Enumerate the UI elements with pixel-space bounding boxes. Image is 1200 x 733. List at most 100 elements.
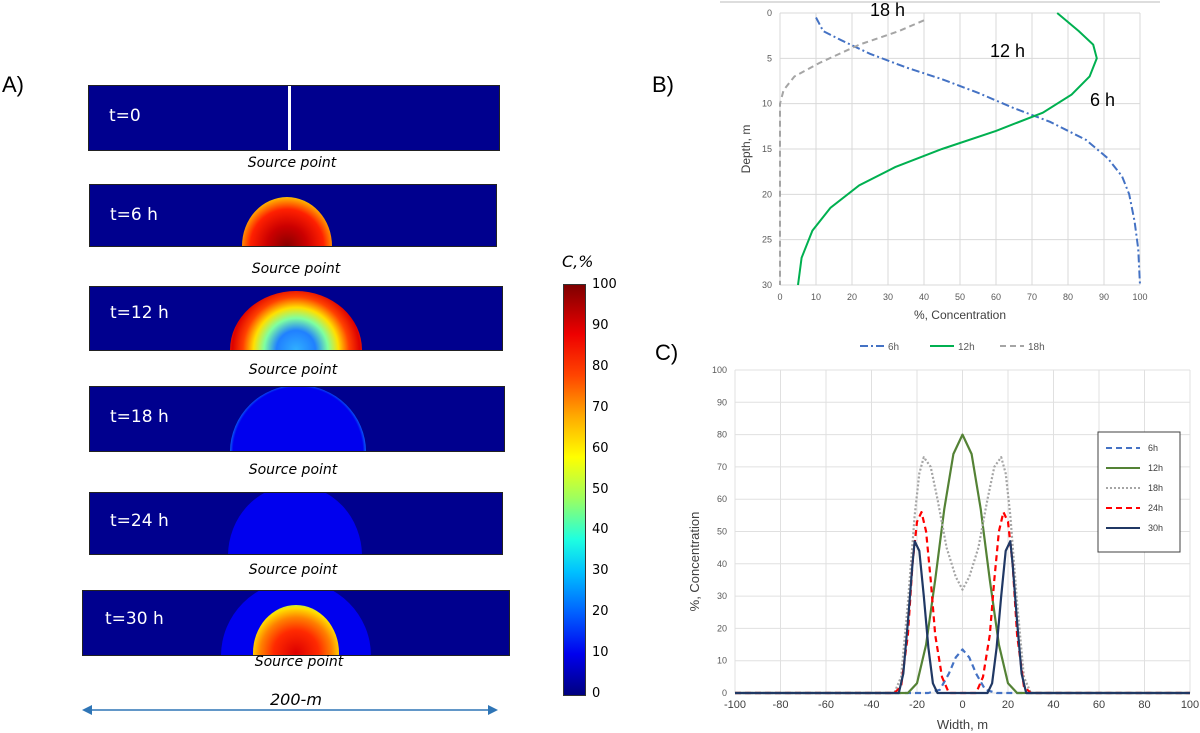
y-axis-title: %, Concentration <box>687 512 702 612</box>
depth-profile-chart: 0 10 20 30 40 50 60 70 80 90 100 0 5 10 15 20 25 30 %, Con… <box>720 0 1160 353</box>
x-tick-label: -20 <box>909 699 925 711</box>
colorbar <box>563 284 586 696</box>
y-tick-label: 30 <box>762 280 772 290</box>
strip-time-label: t=30 h <box>105 609 164 629</box>
curve-annotation: 18 h <box>870 0 905 20</box>
x-tick-label: 20 <box>847 292 857 302</box>
y-tick-label: 10 <box>717 656 727 666</box>
width-scale-label: 200-m <box>270 690 322 709</box>
y-tick-label: 0 <box>767 8 772 18</box>
x-tick-label: 100 <box>1132 292 1147 302</box>
series-line-18h <box>779 19 925 285</box>
x-tick-label: 90 <box>1099 292 1109 302</box>
y-tick-label: 30 <box>717 591 727 601</box>
y-tick-label: 50 <box>717 527 727 537</box>
plume-shape <box>230 387 366 451</box>
concentration-strip-t6: t=6 h <box>89 184 497 247</box>
colorbar-tick-label: 30 <box>592 563 609 579</box>
concentration-strip-t12: t=12 h <box>89 286 503 351</box>
x-tick-label: -40 <box>864 699 880 711</box>
series-line-6h <box>815 17 1141 286</box>
legend-label: 12h <box>1148 463 1163 473</box>
x-tick-label: 20 <box>1002 699 1014 711</box>
y-tick-label: 80 <box>717 430 727 440</box>
x-tick-label: 80 <box>1138 699 1150 711</box>
strip-time-label: t=6 h <box>110 205 158 225</box>
strip-time-label: t=12 h <box>110 303 169 323</box>
panel-c-letter: C) <box>655 340 679 365</box>
panel-a-letter: A) <box>2 72 24 97</box>
strip-time-label: t=18 h <box>110 407 169 427</box>
series-line-12h <box>735 433 1190 695</box>
colorbar-tick-label: 0 <box>592 686 601 701</box>
x-tick-label: 70 <box>1027 292 1037 302</box>
legend-label: 6h <box>888 342 899 353</box>
y-tick-label: 40 <box>717 559 727 569</box>
legend-label: 18h <box>1148 483 1163 493</box>
curve-annotation: 12 h <box>990 41 1025 61</box>
colorbar-tick-label: 60 <box>592 440 609 456</box>
strip-time-label: t=24 h <box>110 511 169 531</box>
x-tick-label: 30 <box>883 292 893 302</box>
source-point-label: Source point <box>247 155 337 171</box>
y-tick-label: 0 <box>722 688 727 698</box>
curve-annotation: 6 h <box>1090 90 1115 110</box>
x-tick-label: 0 <box>959 699 965 711</box>
x-tick-label: 40 <box>1047 699 1059 711</box>
plume-shape <box>228 493 362 554</box>
concentration-strip-t0: t=0 <box>88 85 500 151</box>
strip-time-label: t=0 <box>109 106 141 126</box>
legend-label: 30h <box>1148 523 1163 533</box>
x-tick-label: 0 <box>777 292 782 302</box>
source-point-label: Source point <box>248 562 338 578</box>
source-point-label: Source point <box>248 462 338 478</box>
x-axis-title: Width, m <box>937 717 988 732</box>
y-tick-label: 20 <box>762 189 772 199</box>
y-tick-label: 60 <box>717 494 727 504</box>
series-line-30h <box>735 540 1190 695</box>
legend-label: 12h <box>958 342 975 353</box>
legend-label: 18h <box>1028 342 1045 353</box>
x-tick-label: -80 <box>773 699 789 711</box>
x-axis-title: %, Concentration <box>914 308 1006 322</box>
x-tick-label: -100 <box>724 699 746 711</box>
x-tick-label: 80 <box>1063 292 1073 302</box>
x-tick-label: 50 <box>955 292 965 302</box>
x-tick-label: 40 <box>919 292 929 302</box>
y-tick-label: 25 <box>762 235 772 245</box>
colorbar-tick-label: 90 <box>592 317 609 333</box>
legend-label: 24h <box>1148 503 1163 513</box>
plume-shape <box>242 197 332 246</box>
y-tick-label: 90 <box>717 397 727 407</box>
y-tick-label: 5 <box>767 53 772 63</box>
colorbar-tick-label: 20 <box>592 604 609 620</box>
legend-label: 6h <box>1148 443 1158 453</box>
colorbar-tick-label: 100 <box>592 277 617 292</box>
y-tick-label: 20 <box>717 623 727 633</box>
legend-box <box>1097 431 1181 553</box>
x-tick-label: 60 <box>991 292 1001 302</box>
x-tick-label: 100 <box>1181 699 1199 711</box>
y-axis-title: Depth, m <box>739 125 753 174</box>
concentration-strip-t24: t=24 h <box>89 492 503 555</box>
y-tick-label: 100 <box>712 365 727 375</box>
y-tick-label: 70 <box>717 462 727 472</box>
colorbar-tick-label: 80 <box>592 358 609 374</box>
x-tick-label: 60 <box>1093 699 1105 711</box>
source-point-label: Source point <box>248 362 338 378</box>
colorbar-tick-label: 70 <box>592 399 609 415</box>
x-tick-label: 10 <box>811 292 821 302</box>
plume-shape <box>230 291 362 350</box>
source-point-line <box>288 86 291 150</box>
colorbar-tick-label: 50 <box>592 481 609 497</box>
y-tick-label: 15 <box>762 144 772 154</box>
width-profile-chart: -100 -80 -60 -40 -20 0 20 40 60 80 100 0 10 20 30 40 50 6… <box>687 365 1199 732</box>
series-line-18h <box>735 456 1190 695</box>
colorbar-title: C,% <box>562 252 594 271</box>
x-tick-label: -60 <box>818 699 834 711</box>
colorbar-tick-label: 10 <box>592 645 609 661</box>
panel-b-letter: B) <box>652 72 674 97</box>
colorbar-tick-label: 40 <box>592 522 609 538</box>
source-point-label: Source point <box>254 654 344 670</box>
series-line-12h <box>797 12 1098 286</box>
